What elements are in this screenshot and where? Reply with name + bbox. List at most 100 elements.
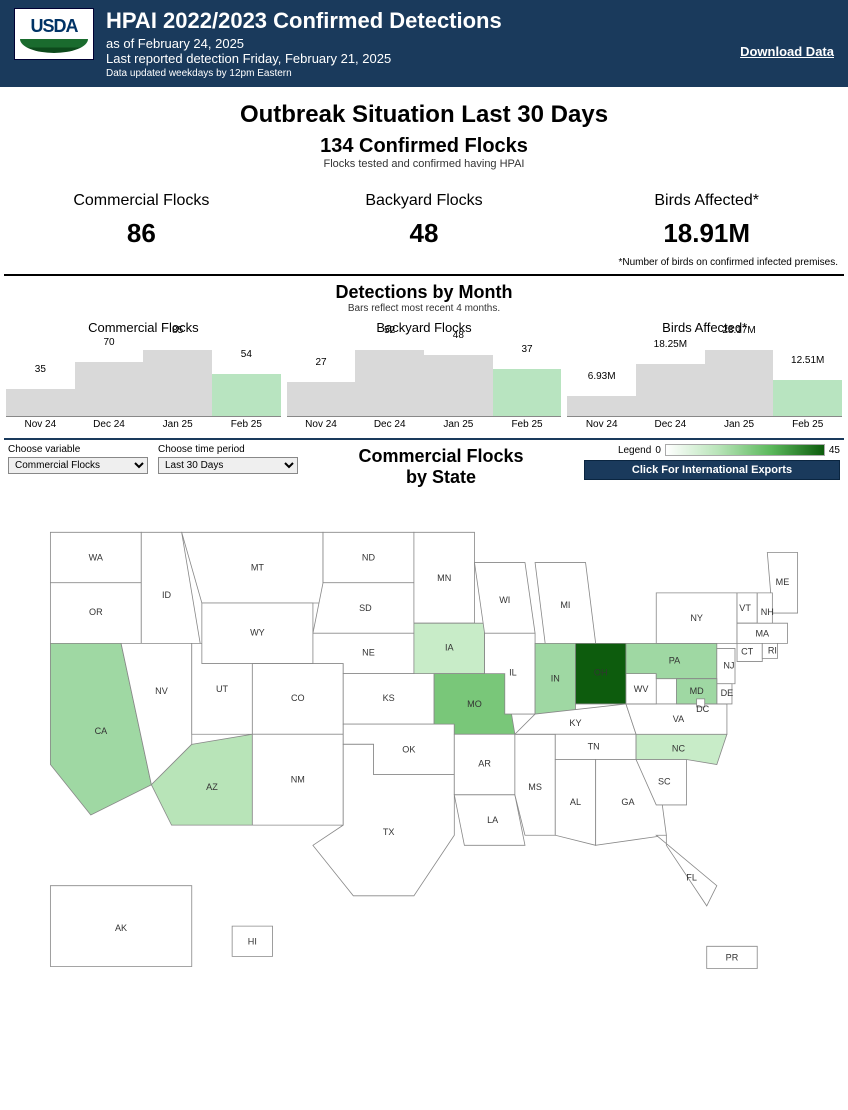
bar: 6.93M <box>567 339 636 416</box>
state-label-az: AZ <box>206 782 218 792</box>
stat-value: 86 <box>0 218 283 249</box>
state-label-tn: TN <box>588 741 600 751</box>
bar-value-label: 12.51M <box>773 355 842 366</box>
state-label-vt: VT <box>739 603 751 613</box>
bar-rect <box>567 396 636 416</box>
bar-value-label: 48 <box>424 330 493 341</box>
header-text-block: HPAI 2022/2023 Confirmed Detections as o… <box>106 8 502 79</box>
bar-value-label: 70 <box>75 337 144 348</box>
state-label-ia: IA <box>445 642 455 652</box>
bar: 18.25M <box>636 339 705 416</box>
bar-value-label: 54 <box>212 349 281 360</box>
bar: 37 <box>493 339 562 416</box>
x-axis-label: Dec 24 <box>355 419 424 430</box>
state-label-ny: NY <box>690 613 703 623</box>
bar-rect <box>493 369 562 416</box>
state-label-pr: PR <box>726 952 739 962</box>
state-label-sc: SC <box>658 777 671 787</box>
period-select[interactable]: Last 30 Days <box>158 457 298 474</box>
state-label-nd: ND <box>362 553 376 563</box>
outbreak-title: Outbreak Situation Last 30 Days <box>0 101 848 129</box>
bar-value-label: 85 <box>143 325 212 336</box>
state-label-de: DE <box>721 688 734 698</box>
period-label: Choose time period <box>158 444 298 455</box>
legend-label: Legend <box>618 445 651 456</box>
stat-block: Commercial Flocks 86 <box>0 192 283 249</box>
state-label-ma: MA <box>755 628 770 638</box>
state-label-ky: KY <box>569 718 581 728</box>
bar-rect <box>75 362 144 416</box>
state-label-ct: CT <box>741 646 754 656</box>
map-right-controls: Legend 0 45 Click For International Expo… <box>584 444 840 480</box>
x-axis-label: Feb 25 <box>493 419 562 430</box>
state-label-ca: CA <box>95 726 109 736</box>
x-axis-label: Jan 25 <box>424 419 493 430</box>
state-label-or: OR <box>89 607 103 617</box>
stat-label: Commercial Flocks <box>0 192 283 210</box>
bar: 85 <box>143 339 212 416</box>
confirmed-flocks-title: 134 Confirmed Flocks <box>0 135 848 158</box>
state-label-nh: NH <box>761 607 774 617</box>
stat-block: Birds Affected* 18.91M <box>565 192 848 249</box>
charts-row: Commercial Flocks 35 70 85 54 <box>0 320 848 438</box>
state-label-mt: MT <box>251 563 265 573</box>
state-label-nc: NC <box>672 743 686 753</box>
bar-value-label: 23.17M <box>705 325 774 336</box>
stats-row: Commercial Flocks 86Backyard Flocks 48Bi… <box>0 184 848 253</box>
state-label-wi: WI <box>499 595 510 605</box>
variable-select[interactable]: Commercial Flocks <box>8 457 148 474</box>
bar-rect <box>355 350 424 416</box>
x-axis-label: Jan 25 <box>143 419 212 430</box>
state-label-va: VA <box>673 714 685 724</box>
bar-rect <box>424 355 493 416</box>
usda-logo: USDA <box>14 8 94 60</box>
state-label-me: ME <box>776 577 790 587</box>
x-axis-label: Nov 24 <box>287 419 356 430</box>
state-label-pa: PA <box>669 656 681 666</box>
state-label-nm: NM <box>291 775 305 785</box>
state-label-nj: NJ <box>723 661 734 671</box>
bar: 12.51M <box>773 339 842 416</box>
bar-value-label: 6.93M <box>567 371 636 382</box>
bar-rect <box>287 382 356 416</box>
detections-section: Detections by Month Bars reflect most re… <box>0 282 848 438</box>
bar-rect <box>212 374 281 416</box>
variable-label: Choose variable <box>8 444 148 455</box>
bar-chart: Birds Affected* 6.93M 18.25M 23.17M <box>567 320 842 430</box>
x-axis-label: Nov 24 <box>6 419 75 430</box>
bar-value-label: 35 <box>6 364 75 375</box>
state-label-sd: SD <box>359 603 372 613</box>
us-map-container: WAORCAIDNVUTAZMTWYCONMNDSDNEKSOKTXMNIAMO… <box>0 492 848 1022</box>
state-label-ga: GA <box>621 797 635 807</box>
state-label-tx: TX <box>383 827 395 837</box>
state-label-al: AL <box>570 797 581 807</box>
state-label-la: LA <box>487 815 499 825</box>
state-label-dc: DC <box>696 704 710 714</box>
state-label-mn: MN <box>437 573 451 583</box>
stat-label: Birds Affected* <box>565 192 848 210</box>
international-exports-button[interactable]: Click For International Exports <box>584 460 840 480</box>
dashboard-title: HPAI 2022/2023 Confirmed Detections <box>106 8 502 34</box>
bar: 35 <box>6 339 75 416</box>
bar-value-label: 52 <box>355 325 424 336</box>
stat-value: 18.91M <box>565 218 848 249</box>
legend-min: 0 <box>655 445 661 456</box>
x-axis-label: Feb 25 <box>773 419 842 430</box>
confirmed-flocks-caption: Flocks tested and confirmed having HPAI <box>0 158 848 170</box>
us-choropleth-map[interactable]: WAORCAIDNVUTAZMTWYCONMNDSDNEKSOKTXMNIAMO… <box>10 502 838 1007</box>
map-controls-row: Choose variable Commercial Flocks Choose… <box>0 440 848 492</box>
bar-value-label: 27 <box>287 357 356 368</box>
usda-logo-swoosh <box>20 39 88 53</box>
section-divider <box>4 274 844 276</box>
state-label-md: MD <box>690 686 705 696</box>
state-label-fl: FL <box>686 873 697 883</box>
bar-chart: Commercial Flocks 35 70 85 54 <box>6 320 281 430</box>
bar: 48 <box>424 339 493 416</box>
download-data-link[interactable]: Download Data <box>740 44 834 59</box>
bar: 54 <box>212 339 281 416</box>
bar-rect <box>6 389 75 416</box>
state-label-ne: NE <box>362 647 375 657</box>
state-label-mi: MI <box>560 600 570 610</box>
bar: 27 <box>287 339 356 416</box>
state-fl[interactable] <box>656 835 717 906</box>
